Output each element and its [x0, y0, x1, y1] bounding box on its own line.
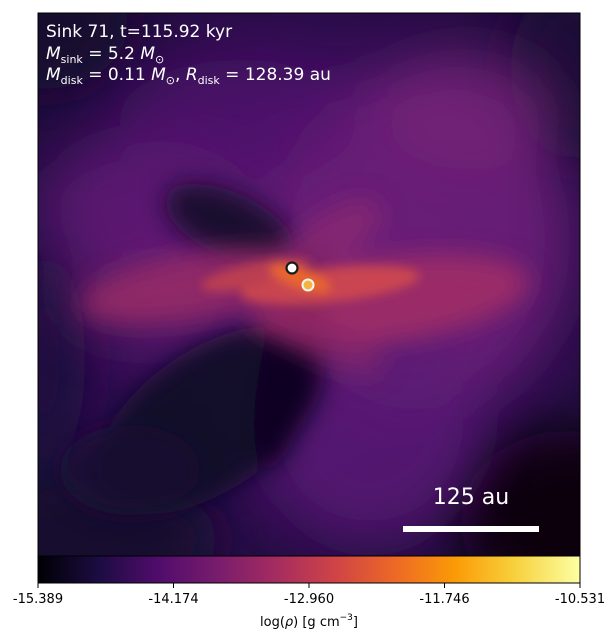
colorbar: -15.389 -14.174 -12.960 -11.746 -10.531 … [13, 555, 605, 630]
disk-properties-label: Mdisk = 0.11 M⊙, Rdisk = 128.39 au [46, 65, 331, 87]
colorbar-tick-label: -11.746 [419, 592, 469, 607]
scale-bar [403, 526, 539, 532]
colorbar-ticks [37, 583, 581, 588]
colorbar-tick-label: -12.960 [284, 592, 334, 607]
sink-mass-label: Msink = 5.2 M⊙ [46, 44, 164, 66]
colorbar-gradient [37, 555, 581, 584]
sink-primary [285, 261, 299, 275]
colorbar-tick-label: -10.531 [555, 592, 605, 607]
colorbar-axis-label: log(ρ) [g cm−3] [260, 613, 358, 630]
scale-bar-label: 125 au [433, 485, 509, 510]
density-map: Sink 71, t=115.92 kyr Msink = 5.2 M⊙ Mdi… [38, 13, 580, 556]
sink-secondary [301, 278, 315, 292]
colorbar-tick-label: -15.389 [13, 592, 63, 607]
sink-time-label: Sink 71, t=115.92 kyr [46, 22, 232, 42]
colorbar-tick-label: -14.174 [148, 592, 198, 607]
